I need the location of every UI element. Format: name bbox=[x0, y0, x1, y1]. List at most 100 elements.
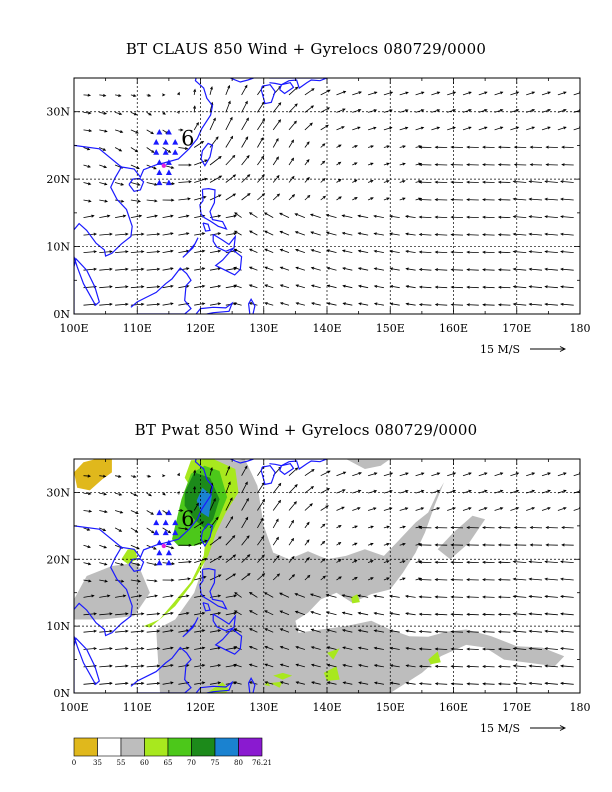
wind-vector-head bbox=[93, 629, 98, 633]
wind-vector bbox=[83, 595, 94, 598]
wind-vector-head bbox=[466, 250, 470, 254]
wind-vector bbox=[249, 212, 258, 218]
wind-vector bbox=[257, 482, 265, 494]
wind-vector bbox=[545, 251, 558, 253]
wind-vector-head bbox=[135, 130, 139, 134]
wind-vector-head bbox=[201, 302, 206, 306]
wind-vector-head bbox=[434, 526, 439, 530]
wind-vector bbox=[435, 648, 448, 650]
wind-vector bbox=[162, 647, 173, 650]
wind-vector bbox=[529, 251, 543, 253]
wind-vector bbox=[326, 611, 337, 616]
wind-vector-head bbox=[170, 664, 174, 667]
wind-vector-head bbox=[246, 154, 250, 159]
wind-vector-head bbox=[499, 126, 504, 130]
wind-vector bbox=[405, 612, 416, 616]
wind-vector-head bbox=[140, 681, 145, 685]
wind-vector-head bbox=[547, 472, 551, 476]
wind-vector-head bbox=[229, 116, 233, 121]
wind-vector bbox=[130, 613, 144, 616]
wind-vector bbox=[557, 91, 567, 96]
gyre-triangle bbox=[156, 128, 163, 135]
wind-vector-head bbox=[512, 595, 517, 598]
wind-vector bbox=[264, 266, 274, 271]
wind-vector-head bbox=[374, 91, 378, 95]
wind-vector bbox=[257, 156, 264, 166]
wind-vector bbox=[178, 527, 188, 530]
wind-vector-head bbox=[544, 681, 548, 685]
wind-vector-head bbox=[528, 302, 532, 306]
coastlines bbox=[74, 78, 328, 314]
wind-vector-head bbox=[370, 145, 374, 148]
gyre-triangle bbox=[156, 509, 163, 516]
wind-vector-head bbox=[109, 250, 113, 254]
x-tick-label: 170E bbox=[502, 701, 531, 714]
wind-vector-head bbox=[434, 198, 438, 202]
wind-vector-head bbox=[402, 145, 406, 149]
wind-vector-head bbox=[338, 178, 342, 182]
wind-vector-head bbox=[217, 284, 222, 288]
wind-vector-head bbox=[515, 489, 520, 493]
wind-vector-head bbox=[291, 537, 294, 542]
wind-vector bbox=[209, 303, 221, 306]
wind-vector-head bbox=[201, 267, 206, 271]
wind-vector bbox=[225, 232, 237, 236]
wind-vector-head bbox=[102, 528, 107, 532]
wind-vector bbox=[272, 573, 280, 581]
wind-vector bbox=[498, 631, 511, 633]
wind-vector bbox=[467, 269, 479, 271]
wind-vector-head bbox=[217, 594, 222, 598]
wind-vector bbox=[130, 562, 140, 566]
wind-vector-head bbox=[93, 647, 98, 651]
wind-vector-head bbox=[358, 91, 362, 95]
wind-vector bbox=[435, 304, 448, 306]
wind-vector-head bbox=[497, 665, 502, 668]
gray-region-west bbox=[74, 562, 150, 620]
wind-vector-head bbox=[291, 157, 294, 161]
wind-vector bbox=[194, 250, 205, 253]
y-tick-label: 10N bbox=[46, 241, 70, 254]
wind-vector-head bbox=[311, 302, 315, 306]
wind-vector-head bbox=[342, 302, 346, 306]
gyre-triangle bbox=[165, 159, 172, 165]
gyre-triangle bbox=[156, 179, 163, 186]
wind-vector-head bbox=[232, 174, 237, 178]
wind-vector bbox=[573, 473, 580, 477]
wind-vector bbox=[327, 267, 337, 271]
x-tick-label: 120E bbox=[186, 701, 215, 714]
wind-vector-head bbox=[354, 179, 358, 183]
wind-vector bbox=[374, 682, 384, 685]
wind-vector-head bbox=[201, 249, 206, 253]
wind-vector bbox=[194, 629, 205, 633]
wind-vector bbox=[557, 126, 567, 131]
wind-vector bbox=[288, 501, 297, 511]
wind-vector-head bbox=[482, 268, 486, 272]
wind-vector bbox=[310, 611, 321, 616]
wind-vector-head bbox=[156, 664, 161, 668]
wind-vector-head bbox=[264, 284, 268, 288]
wind-vector bbox=[374, 233, 384, 236]
wind-vector-head bbox=[560, 180, 564, 184]
wind-vector-head bbox=[150, 131, 154, 135]
wind-vector-head bbox=[120, 199, 125, 203]
wind-vector bbox=[249, 646, 258, 650]
wind-vector bbox=[130, 510, 139, 514]
wind-vector-head bbox=[450, 630, 454, 634]
coastline bbox=[202, 602, 211, 612]
wind-vector-head bbox=[170, 284, 174, 288]
wind-vector bbox=[225, 215, 237, 218]
wind-vector bbox=[498, 216, 511, 218]
wind-vector bbox=[560, 216, 574, 218]
wind-vector-head bbox=[151, 150, 155, 153]
wind-vector-head bbox=[170, 646, 174, 650]
wind-vector bbox=[467, 251, 479, 253]
coastline bbox=[247, 297, 256, 314]
wind-vector bbox=[419, 648, 432, 650]
wind-vector bbox=[513, 561, 527, 563]
wind-vector-head bbox=[279, 266, 284, 270]
wind-vector bbox=[419, 199, 432, 201]
gyre-triangle bbox=[162, 529, 169, 536]
colorbar-swatch bbox=[238, 737, 263, 757]
wind-vector bbox=[280, 231, 290, 236]
wind-vector-head bbox=[404, 215, 409, 219]
